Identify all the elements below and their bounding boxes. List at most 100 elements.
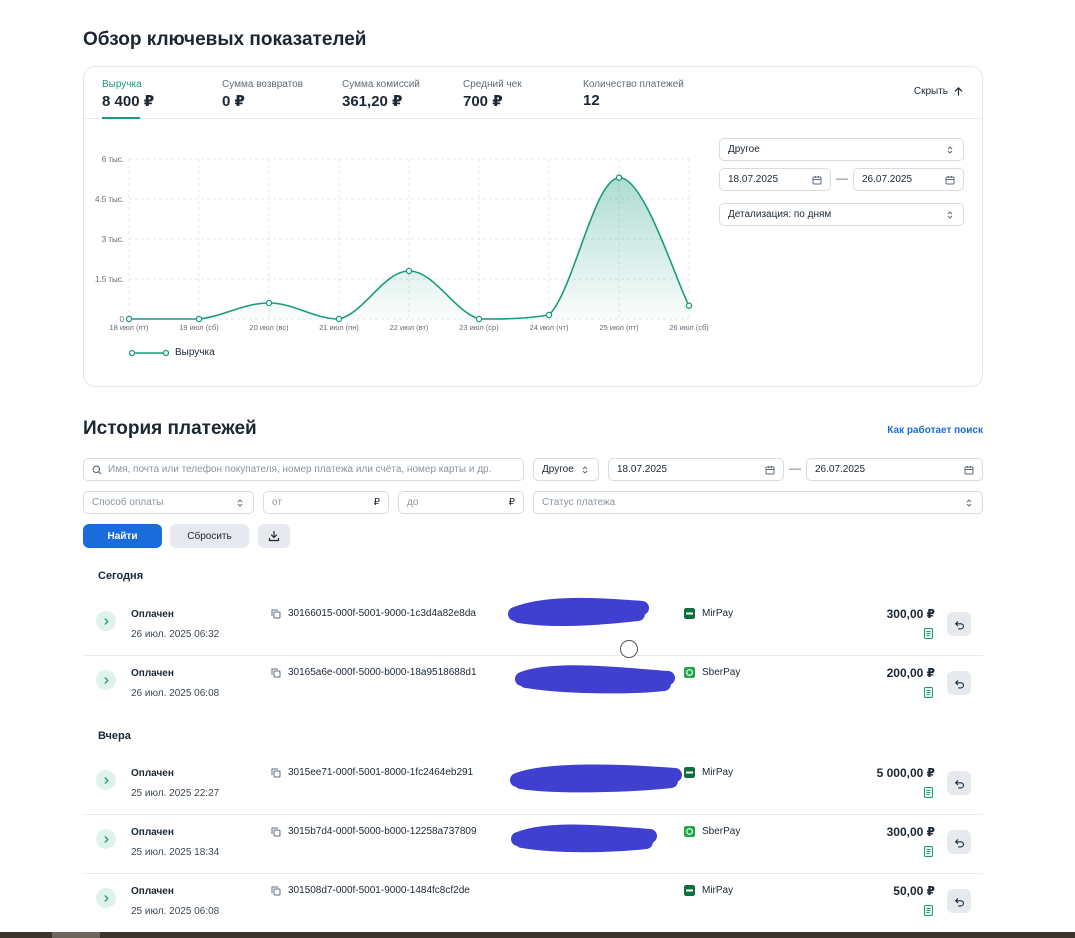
kpi-period-select[interactable]: Другое [719,138,964,161]
search-icon [92,465,102,474]
select-arrows-icon [966,498,972,507]
x-tick-label: 19 июл (сб) [179,323,219,332]
download-button[interactable] [258,524,290,548]
kpi-tab-commissions[interactable]: Сумма комиссий 361,20 ₽ [342,79,420,110]
undo-icon [954,620,964,629]
refund-button[interactable] [947,889,971,913]
kpi-date-to-value: 26.07.2025 [862,174,913,185]
kpi-tab-value: 361,20 ₽ [342,93,403,110]
mouse-cursor [620,640,638,658]
history-group-label: Сегодня [98,570,144,582]
expand-row-button[interactable] [96,888,116,908]
payment-amount: 300,00 ₽ [886,607,935,621]
kpi-tab-label: Выручка [102,79,142,90]
refund-button[interactable] [947,612,971,636]
receipt-icon[interactable] [923,787,934,798]
refund-button[interactable] [947,830,971,854]
revenue-point[interactable] [545,311,553,319]
payment-row[interactable]: Оплачен 26 июл. 2025 06:32 30166015-000f-5… [83,598,983,656]
history-date-from[interactable]: 18.07.2025 [608,458,784,481]
history-period-select[interactable]: Другое [533,458,599,481]
expand-row-button[interactable] [96,611,116,631]
how-search-works-link[interactable]: Как работает поиск [887,425,983,436]
copy-icon[interactable] [271,768,281,778]
copy-icon[interactable] [271,668,281,678]
refund-button[interactable] [947,771,971,795]
kpi-tab-label: Количество платежей [583,79,684,90]
expand-row-button[interactable] [96,670,116,690]
payment-id: 3015b7d4-000f-5000-b000-12258a737809 [288,826,477,837]
revenue-point[interactable] [125,315,133,323]
payment-status: Оплачен [131,768,174,779]
history-date-to-value: 26.07.2025 [815,464,866,475]
receipt-icon[interactable] [923,628,934,639]
amount-to-input[interactable]: до ₽ [398,491,524,514]
copy-icon[interactable] [271,886,281,896]
chevron-right-icon [104,894,108,902]
chart-legend: Выручка [129,347,215,358]
download-icon [268,530,280,542]
payment-row[interactable]: Оплачен 25 июл. 2025 18:34 3015b7d4-000f-5… [83,816,983,874]
find-button[interactable]: Найти [83,524,162,548]
revenue-point[interactable] [405,267,413,275]
chevron-right-icon [104,835,108,843]
mirpay-icon [684,608,695,619]
detail-select[interactable]: Детализация: по дням [719,203,964,226]
kpi-tab-average-check[interactable]: Средний чек 700 ₽ [463,79,522,110]
revenue-point[interactable] [615,174,623,181]
payment-status-select[interactable]: Статус платежа [533,491,983,514]
revenue-point[interactable] [335,315,343,323]
payment-status: Оплачен [131,668,174,679]
kpi-date-from[interactable]: 18.07.2025 [719,168,831,191]
payment-amount: 5 000,00 ₽ [876,766,935,780]
x-tick-label: 23 июл (ср) [459,323,499,332]
history-date-to[interactable]: 26.07.2025 [806,458,983,481]
hide-button[interactable]: Скрыть [914,86,964,97]
receipt-icon[interactable] [923,687,934,698]
kpi-tab-refunds[interactable]: Сумма возвратов 0 ₽ [222,79,303,110]
x-tick-label: 24 июл (чт) [530,323,569,332]
revenue-point[interactable] [265,299,273,307]
payment-date: 26 июл. 2025 06:08 [131,688,220,699]
kpi-tab-value: 8 400 ₽ [102,93,155,110]
payment-status: Оплачен [131,827,174,838]
undo-icon [954,897,964,906]
revenue-point[interactable] [195,315,203,323]
arrow-up-icon [954,87,963,96]
expand-row-button[interactable] [96,770,116,790]
bottom-bar [0,932,1075,938]
chevron-right-icon [104,617,108,625]
kpi-tab-value: 12 [583,92,600,109]
select-arrows-icon [947,210,953,219]
expand-row-button[interactable] [96,829,116,849]
kpi-date-to[interactable]: 26.07.2025 [853,168,964,191]
legend-label: Выручка [175,347,215,358]
revenue-point[interactable] [475,315,483,323]
receipt-icon[interactable] [923,846,934,857]
payment-date: 26 июл. 2025 06:32 [131,629,220,640]
search-input[interactable]: Имя, почта или телефон покупателя, номер… [83,458,524,481]
payment-amount: 200,00 ₽ [886,666,935,680]
reset-button[interactable]: Сбросить [170,524,249,548]
amount-from-input[interactable]: от ₽ [263,491,389,514]
payment-row[interactable]: Оплачен 26 июл. 2025 06:08 30165a6e-000f-5… [83,657,983,715]
payment-id: 301508d7-000f-5001-9000-1484fc8cf2de [288,885,470,896]
payment-method-select[interactable]: Способ оплаты [83,491,254,514]
payment-row[interactable]: Оплачен 25 июл. 2025 06:08 301508d7-000f-5… [83,875,983,933]
payment-id: 3015ee71-000f-5001-8000-1fc2464eb291 [288,767,474,778]
refund-button[interactable] [947,671,971,695]
kpi-tab-revenue[interactable]: Выручка 8 400 ₽ [102,79,154,110]
y-tick-label: 1.5 тыс. [95,275,124,284]
undo-icon [954,838,964,847]
receipt-icon[interactable] [923,905,934,916]
copy-icon[interactable] [271,609,281,619]
copy-icon[interactable] [271,827,281,837]
active-tab-indicator [102,117,140,119]
revenue-point[interactable] [685,302,693,309]
x-tick-label: 25 июл (пт) [599,323,639,332]
detail-select-value: Детализация: по дням [728,209,832,220]
payment-row[interactable]: Оплачен 25 июл. 2025 22:27 3015ee71-000f-5… [83,757,983,815]
kpi-tab-payments-count[interactable]: Количество платежей 12 [583,79,684,109]
date-range-dash: — [789,461,801,475]
mirpay-icon [684,767,695,778]
